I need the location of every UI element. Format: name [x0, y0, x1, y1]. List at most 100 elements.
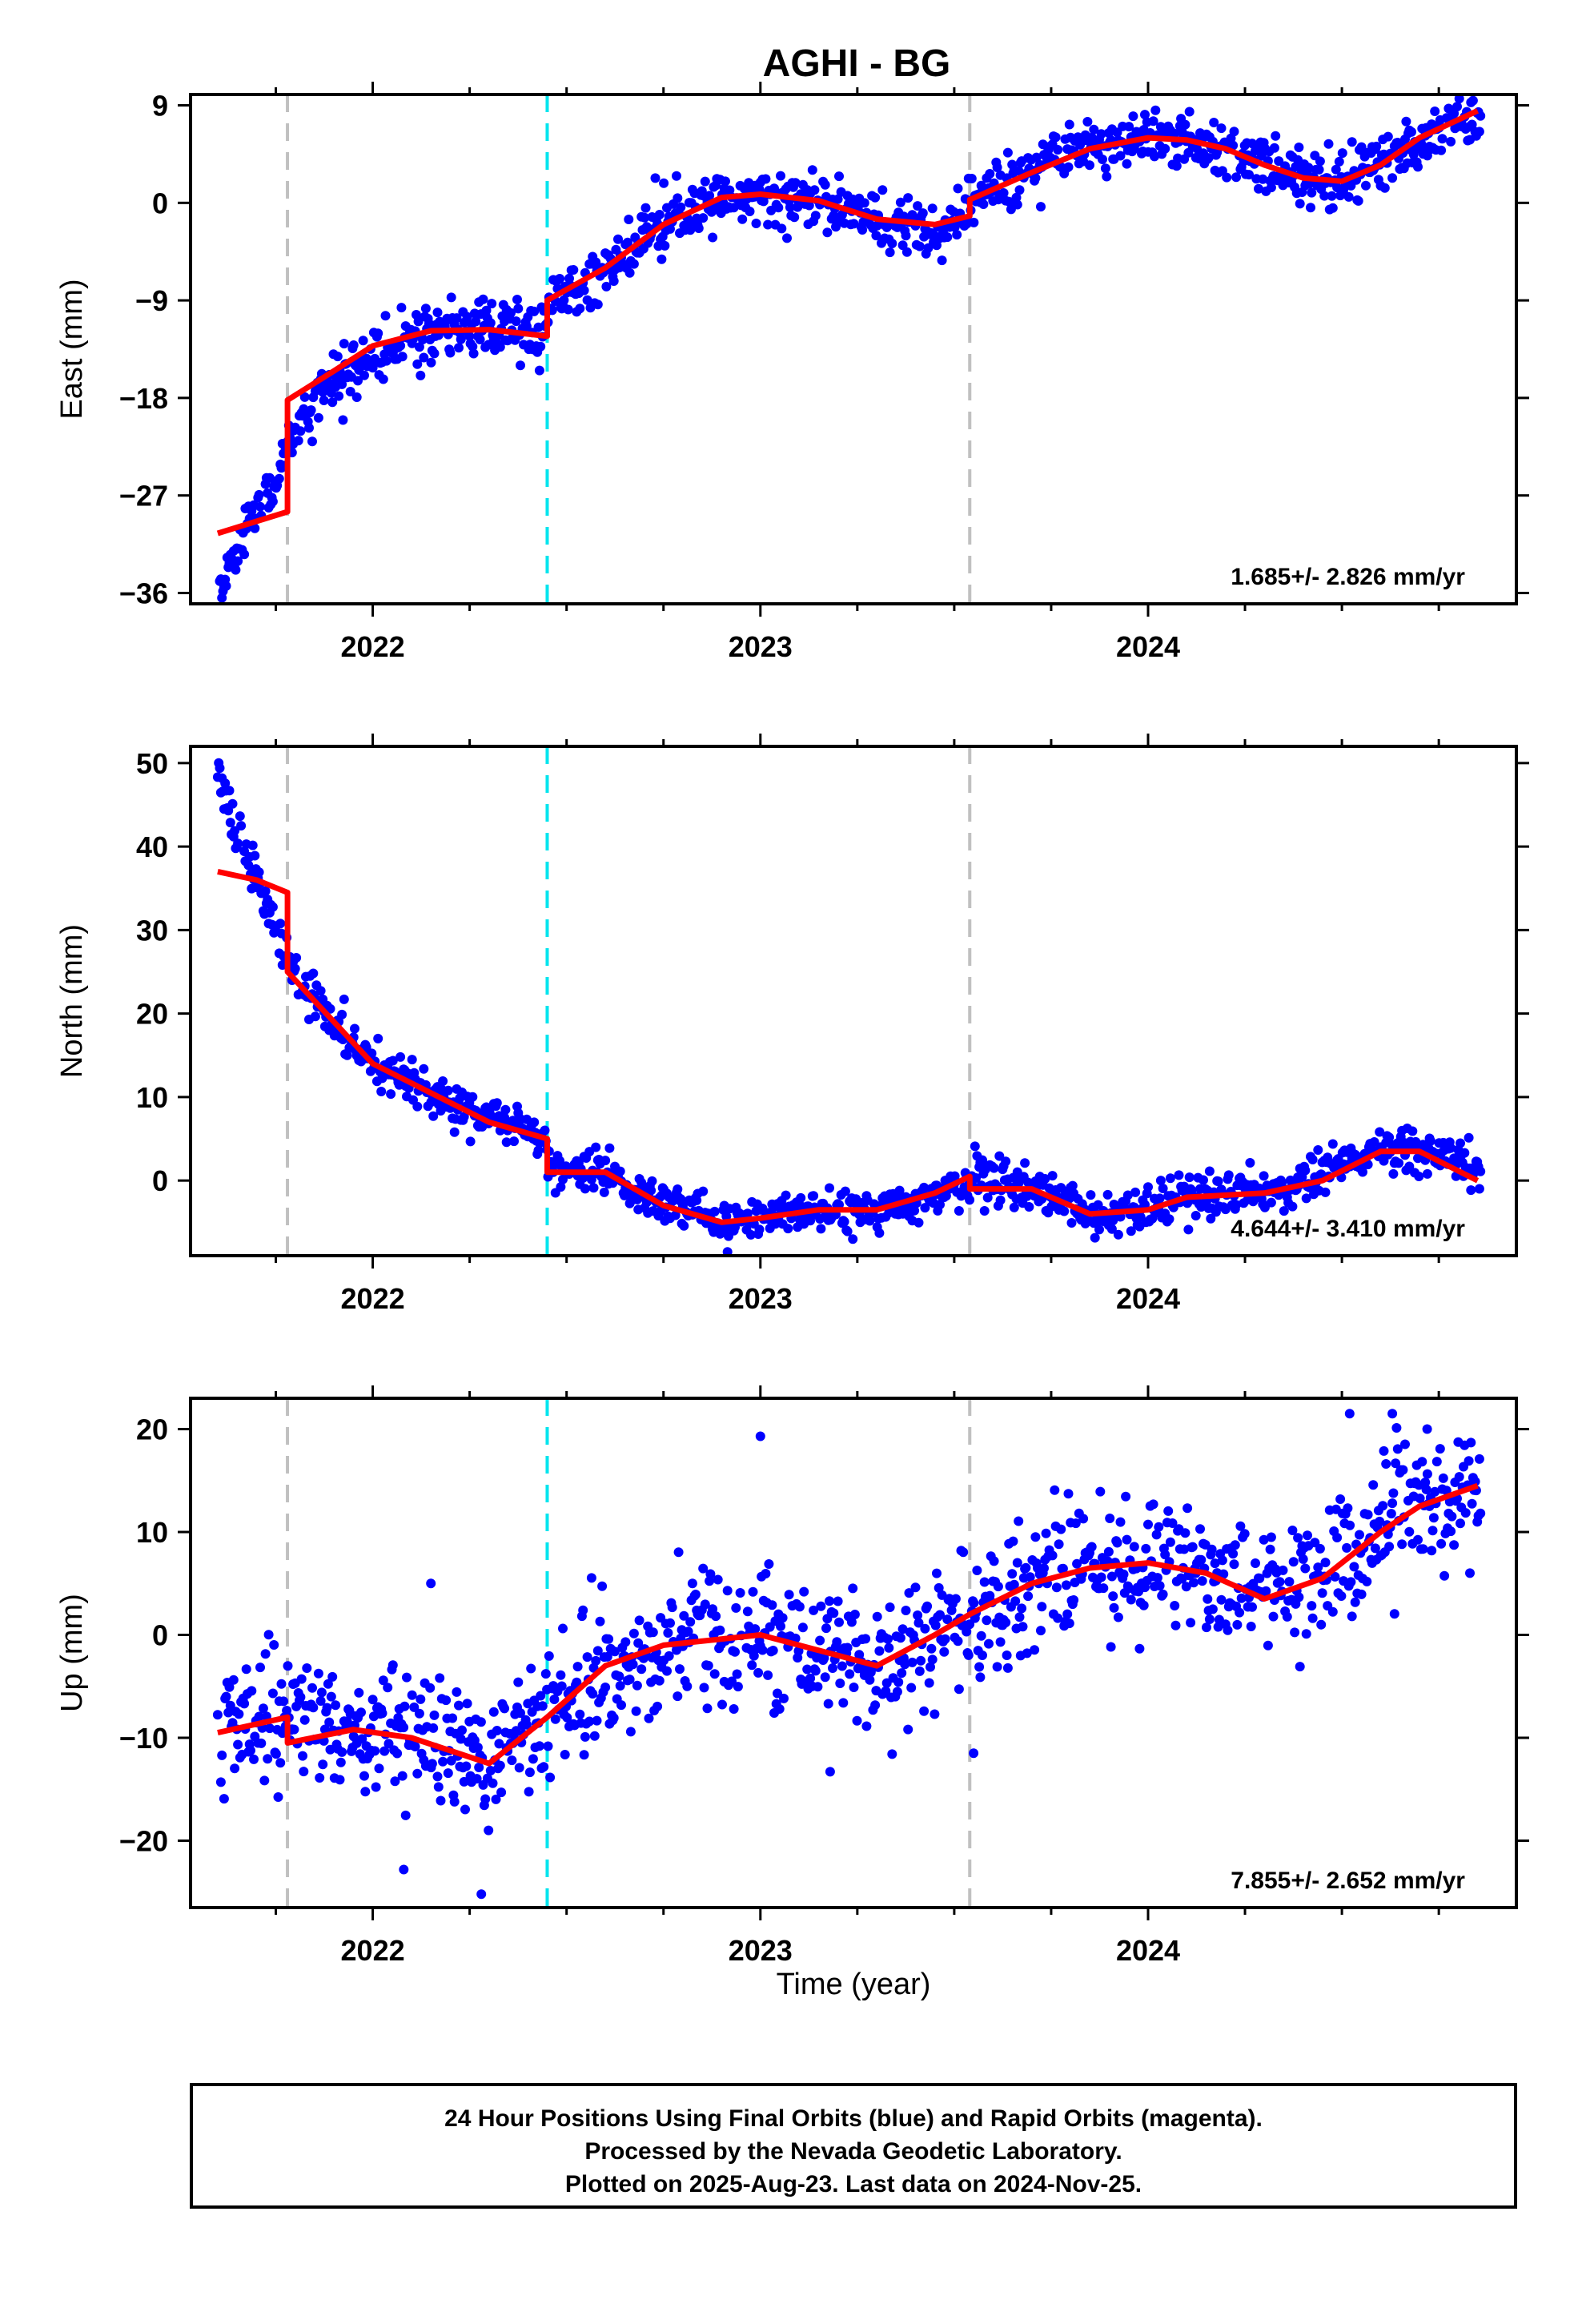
up-data-point — [359, 1771, 369, 1781]
footer-line-1: 24 Hour Positions Using Final Orbits (bl… — [444, 2105, 1263, 2132]
up-data-point — [256, 1738, 267, 1748]
up-data-point — [326, 1691, 336, 1702]
north-model-line — [217, 868, 1480, 1225]
up-data-point — [1255, 1573, 1265, 1583]
up-data-point — [920, 1623, 930, 1634]
up-data-point — [1288, 1557, 1299, 1567]
east-data-point — [1266, 183, 1276, 193]
up-data-point — [774, 1704, 785, 1714]
up-data-point — [1103, 1546, 1114, 1557]
north-data-point — [604, 1143, 615, 1153]
east-data-point — [672, 171, 681, 181]
east-data-point — [1171, 161, 1182, 171]
east-data-point — [1115, 151, 1126, 161]
east-data-point — [1254, 183, 1263, 194]
up-data-point — [1078, 1514, 1089, 1524]
north-data-point — [1143, 1182, 1153, 1192]
up-data-point — [1466, 1437, 1476, 1448]
up-data-point — [1368, 1480, 1379, 1490]
up-data-point — [1388, 1488, 1399, 1498]
east-data-point — [820, 179, 830, 190]
east-data-point — [785, 202, 795, 212]
up-data-point — [1356, 1589, 1367, 1599]
up-data-point — [953, 1636, 963, 1647]
north-data-point — [1158, 1184, 1168, 1193]
north-data-point — [1404, 1161, 1415, 1172]
up-data-point — [400, 1701, 410, 1711]
up-data-point — [308, 1703, 319, 1713]
north-data-point — [783, 1224, 793, 1234]
north-data-point — [419, 1063, 429, 1074]
east-data-point — [1315, 156, 1325, 167]
up-data-point — [648, 1627, 658, 1638]
east-data-point — [1150, 105, 1161, 115]
east-data-point — [992, 163, 1002, 172]
up-data-point — [675, 1664, 685, 1675]
up-outlier-point — [1422, 1424, 1432, 1434]
up-data-point — [703, 1660, 713, 1671]
east-data-point — [1148, 116, 1158, 127]
up-data-point — [845, 1669, 855, 1679]
north-data-point — [337, 1009, 347, 1019]
north-data-point — [342, 1050, 352, 1060]
east-data-point — [914, 241, 925, 251]
up-data-point — [1213, 1622, 1223, 1632]
up-data-point — [302, 1663, 312, 1673]
east-xtick-label: 2024 — [1116, 630, 1180, 663]
up-data-point — [435, 1673, 445, 1683]
up-data-point — [1143, 1519, 1153, 1530]
up-data-point — [885, 1602, 895, 1612]
east-data-point — [1323, 139, 1334, 149]
east-data-point — [358, 336, 368, 346]
up-data-point — [1202, 1622, 1211, 1633]
up-data-point — [784, 1590, 794, 1600]
east-data-point — [761, 174, 771, 184]
north-data-point — [290, 963, 300, 974]
up-data-point — [1096, 1572, 1106, 1582]
up-data-point — [730, 1647, 740, 1657]
up-data-point — [1417, 1457, 1427, 1467]
up-data-point — [263, 1754, 273, 1764]
up-data-point — [1154, 1581, 1165, 1591]
up-data-point — [797, 1622, 808, 1633]
east-data-point — [512, 295, 522, 304]
up-data-point — [1294, 1592, 1304, 1602]
up-data-point — [472, 1743, 483, 1752]
up-data-point — [773, 1688, 782, 1699]
up-data-point — [950, 1594, 961, 1604]
up-data-point — [514, 1763, 524, 1773]
east-data-point — [464, 331, 475, 341]
east-data-point — [1082, 117, 1093, 127]
up-data-point — [757, 1645, 768, 1655]
up-data-point — [1012, 1558, 1022, 1568]
up-data-point — [722, 1586, 733, 1596]
east-data-point — [659, 178, 669, 188]
up-data-point — [1362, 1576, 1372, 1586]
up-data-point — [416, 1694, 426, 1704]
up-data-point — [313, 1668, 323, 1679]
east-data-point — [579, 285, 589, 296]
east-data-point — [942, 232, 953, 243]
up-data-point — [513, 1677, 524, 1687]
up-data-point — [1386, 1509, 1396, 1519]
north-data-point — [443, 1085, 453, 1096]
up-data-point — [913, 1610, 923, 1620]
up-data-point — [1474, 1454, 1484, 1464]
east-data-point — [1050, 132, 1061, 143]
east-data-point — [536, 341, 546, 352]
up-data-point — [264, 1723, 275, 1734]
up-data-point — [1300, 1563, 1311, 1574]
up-data-point — [1002, 1663, 1013, 1673]
north-data-point — [1059, 1206, 1070, 1216]
up-panel: −20 −10 0 10 20 2022 2023 2024 Up (mm) 7.855+/- 2… — [55, 1385, 1529, 1967]
east-data-point — [849, 219, 859, 229]
east-data-point — [1331, 164, 1341, 175]
up-data-point — [1379, 1445, 1389, 1456]
up-data-point — [1181, 1582, 1191, 1592]
up-ylabel: Up (mm) — [55, 1594, 89, 1712]
up-data-point — [457, 1725, 467, 1735]
east-data-point — [1012, 199, 1022, 210]
up-data-point — [1287, 1526, 1298, 1535]
north-data-point — [754, 1224, 765, 1235]
up-data-point — [1436, 1538, 1447, 1549]
